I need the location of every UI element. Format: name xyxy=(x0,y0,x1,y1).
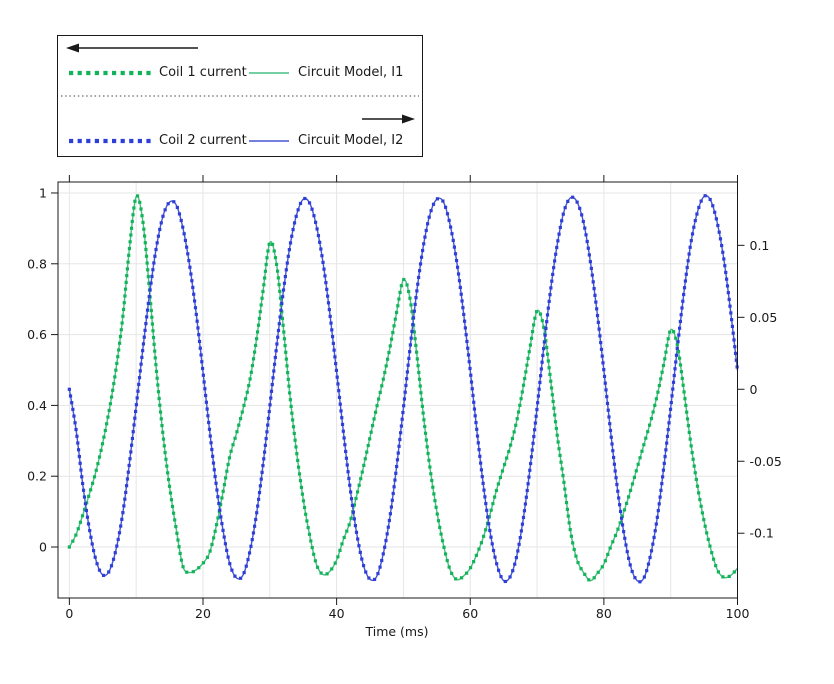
legend-label-coil2: Coil 2 current xyxy=(159,133,247,148)
markers-coil-2-current xyxy=(67,194,739,584)
legend-row-coil2: Coil 2 current Circuit Model, I2 xyxy=(58,132,422,150)
left-tick-label: 0.2 xyxy=(27,469,47,484)
left-tick-label: 0.8 xyxy=(27,256,47,271)
legend-box: Coil 1 current Circuit Model, I1 Coil 2 … xyxy=(57,35,423,157)
markers-coil-1-current xyxy=(67,194,736,582)
grid-lines xyxy=(58,182,738,598)
right-tick-label: 0 xyxy=(750,382,758,397)
legend-label-circuit-model-i1: Circuit Model, I1 xyxy=(298,65,404,80)
legend-row-coil1: Coil 1 current Circuit Model, I1 xyxy=(58,64,422,82)
coil2-dotted-swatch xyxy=(69,138,151,144)
left-axis-arrow-icon xyxy=(66,43,198,53)
x-tick-label: 40 xyxy=(329,606,345,621)
axes-and-ticks: 0 20 40 60 80 100 0 0.2 0.4 0.6 0.8 1 -0.1 -0.05 0 0.05… xyxy=(27,175,782,621)
circuit-model-i1-solid-swatch xyxy=(249,72,289,74)
left-tick-label: 1 xyxy=(39,185,47,200)
circuit-model-i2-solid-swatch xyxy=(249,140,289,142)
legend-label-coil1: Coil 1 current xyxy=(159,65,247,80)
x-axis-title: Time (ms) xyxy=(364,624,428,639)
left-tick-label: 0.4 xyxy=(27,398,47,413)
right-tick-label: 0.05 xyxy=(750,310,778,325)
x-tick-label: 20 xyxy=(195,606,211,621)
coil1-dotted-swatch xyxy=(69,70,151,76)
left-tick-label: 0.6 xyxy=(27,327,47,342)
right-tick-label: -0.1 xyxy=(750,526,774,541)
x-tick-label: 0 xyxy=(65,606,73,621)
right-tick-label: -0.05 xyxy=(750,454,782,469)
legend-separator-dotted-line xyxy=(61,95,419,97)
left-tick-label: 0 xyxy=(39,540,47,555)
right-tick-label: 0.1 xyxy=(750,238,770,253)
data-curves xyxy=(67,194,739,584)
x-tick-label: 60 xyxy=(462,606,478,621)
right-axis-arrow-icon xyxy=(362,114,415,124)
curve-circuit-model-i1 xyxy=(68,194,739,582)
x-tick-label: 100 xyxy=(726,606,750,621)
legend-label-circuit-model-i2: Circuit Model, I2 xyxy=(298,133,404,148)
x-tick-label: 80 xyxy=(596,606,612,621)
